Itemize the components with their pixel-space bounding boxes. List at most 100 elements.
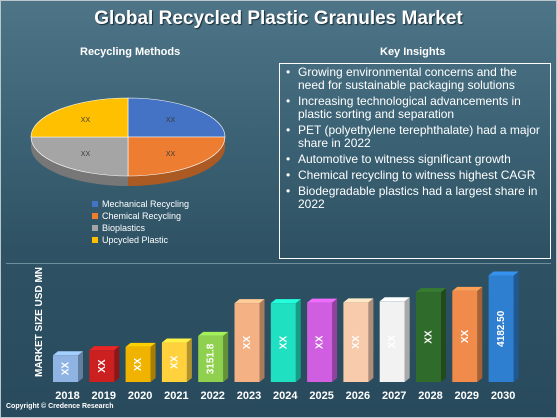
bar xyxy=(125,346,151,382)
bar-value-label: XX xyxy=(387,335,398,349)
bar-side xyxy=(150,342,156,382)
x-tick-label: 2023 xyxy=(237,390,261,402)
bar-value-label: 4182.50 xyxy=(496,310,507,347)
bar-value-label: XX xyxy=(460,329,471,343)
bar-side xyxy=(78,351,83,382)
bar-side xyxy=(295,299,301,382)
legend-label: Chemical Recycling xyxy=(102,211,182,221)
page-title: Global Recycled Plastic Granules Market xyxy=(94,8,463,29)
legend-swatch xyxy=(92,225,98,231)
pie-slice xyxy=(30,136,129,177)
x-tick-label: 2024 xyxy=(273,390,298,402)
legend-swatch xyxy=(92,237,98,243)
bar-top xyxy=(379,297,410,302)
bar-top xyxy=(307,298,338,303)
legend-item: Upcycled Plastic xyxy=(92,234,189,246)
bar-top xyxy=(53,351,83,356)
legend-swatch xyxy=(92,201,98,207)
legend-item: Chemical Recycling xyxy=(92,210,189,222)
insight-item: PET (polyethylene terephthalate) had a m… xyxy=(284,124,546,150)
bar-value-label: XX xyxy=(97,359,108,373)
bar-value-label: XX xyxy=(169,355,180,369)
legend-swatch xyxy=(92,213,98,219)
bar-value-label: 3151.8 xyxy=(206,343,217,374)
bar xyxy=(234,303,260,382)
insight-item: Biodegradable plastics had a largest sha… xyxy=(284,185,546,211)
bar-top xyxy=(343,298,374,303)
section-divider xyxy=(6,263,551,264)
bar-side xyxy=(404,297,410,382)
bar-top xyxy=(270,299,301,304)
x-tick-label: 2019 xyxy=(92,390,116,402)
pie-slice-side xyxy=(128,137,225,186)
legend-label: Upcycled Plastic xyxy=(102,235,169,245)
bar-side xyxy=(368,298,374,382)
recycling-methods-heading: Recycling Methods xyxy=(80,46,181,58)
bar-value-label: XX xyxy=(278,336,289,350)
x-tick-label: 2030 xyxy=(491,390,515,402)
bar xyxy=(379,301,405,382)
bar-side xyxy=(332,298,338,382)
pie-slice-side xyxy=(31,137,128,186)
bar-top xyxy=(198,331,229,336)
insights-list: Growing environmental concerns and the n… xyxy=(280,64,550,211)
bar-top xyxy=(416,288,446,293)
x-tick-label: 2021 xyxy=(164,390,188,402)
bar xyxy=(416,292,441,382)
pie-slice xyxy=(127,136,226,177)
bar xyxy=(488,275,514,382)
pie-slice-label: XX xyxy=(81,117,91,124)
bar-value-label: XX xyxy=(242,336,253,350)
bar-value-label: XX xyxy=(424,330,435,344)
key-insights-box: Growing environmental concerns and the n… xyxy=(279,63,551,259)
bar-side xyxy=(477,286,483,382)
x-tick-label: 2028 xyxy=(418,390,442,402)
x-tick-label: 2029 xyxy=(455,390,479,402)
bar xyxy=(161,342,187,382)
pie-slice-label: XX xyxy=(81,151,91,158)
pie-slice-label: XX xyxy=(166,117,176,124)
x-tick-label: 2027 xyxy=(382,390,406,402)
x-tick-label: 2025 xyxy=(309,390,333,402)
bar-top xyxy=(161,338,192,343)
bar xyxy=(53,355,78,382)
bar-top xyxy=(89,346,120,351)
bar-side xyxy=(186,338,192,382)
insight-item: Increasing technological advancements in… xyxy=(284,95,546,121)
pie-slice xyxy=(30,97,129,138)
bar-side xyxy=(513,271,519,382)
key-insights-heading: Key Insights xyxy=(380,46,446,58)
insight-item: Automotive to witness significant growth xyxy=(284,153,546,167)
pie-slice xyxy=(127,97,226,138)
x-tick-label: 2022 xyxy=(200,390,224,402)
legend-label: Mechanical Recycling xyxy=(102,199,190,209)
bar xyxy=(270,303,296,382)
bar-top xyxy=(125,342,156,347)
legend-label: Bioplastics xyxy=(102,223,146,233)
bar-side xyxy=(441,288,446,382)
bar-top xyxy=(234,299,265,304)
bar-value-label: XX xyxy=(133,357,144,371)
bar xyxy=(307,302,333,382)
bar-value-label: XX xyxy=(351,335,362,349)
insight-item: Chemical recycling to witness highest CA… xyxy=(284,169,546,183)
bar xyxy=(452,290,478,382)
insight-item: Growing environmental concerns and the n… xyxy=(284,66,546,92)
x-tick-label: 2018 xyxy=(55,390,79,402)
bar-value-label: XX xyxy=(315,335,326,349)
bar xyxy=(343,302,369,382)
bar-top xyxy=(452,286,483,291)
bar-side xyxy=(114,346,120,382)
copyright-text: Copyright © Credence Research xyxy=(6,403,114,410)
bar-side xyxy=(259,299,265,382)
bar-top xyxy=(488,271,519,276)
bar xyxy=(89,350,115,382)
bar-side xyxy=(223,331,229,382)
bar xyxy=(198,335,224,382)
pie-legend: Mechanical Recycling Chemical Recycling … xyxy=(92,198,189,246)
x-tick-label: 2020 xyxy=(128,390,152,402)
legend-item: Bioplastics xyxy=(92,222,189,234)
legend-item: Mechanical Recycling xyxy=(92,198,189,210)
